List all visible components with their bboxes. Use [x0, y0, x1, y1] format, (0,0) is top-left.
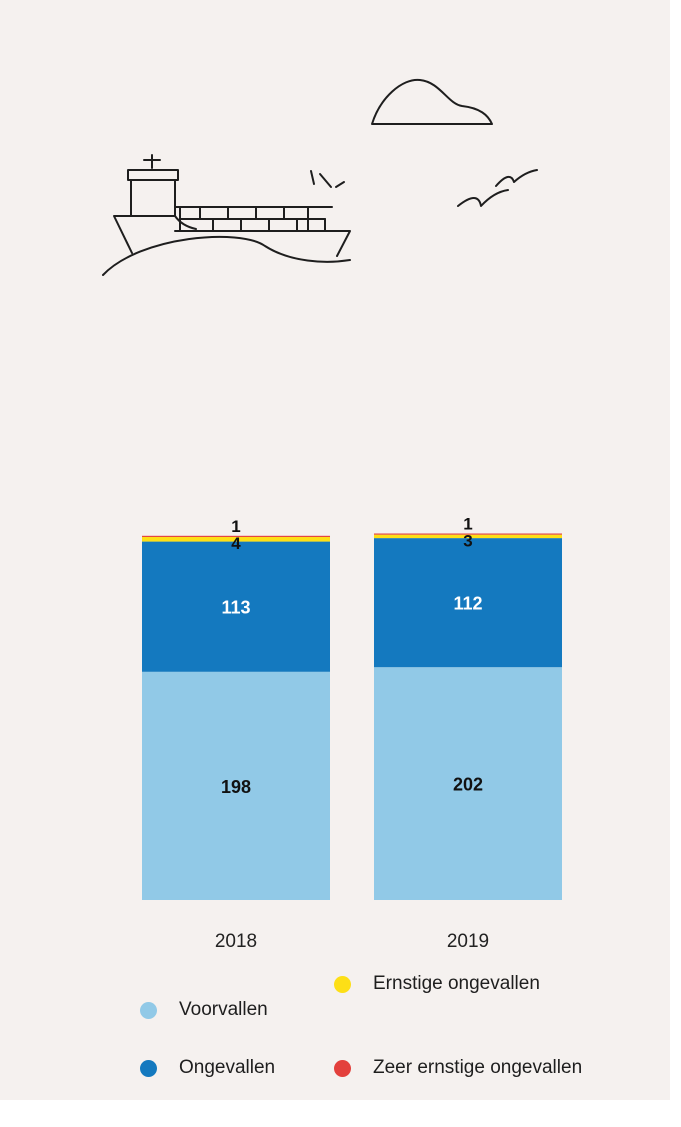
- data-label: 198: [221, 777, 251, 797]
- legend-label: Ongevallen: [179, 1057, 276, 1078]
- cloud-icon: [371, 78, 493, 125]
- legend: Voorvallen Ernstige ongevallen Ongevalle…: [140, 973, 582, 1079]
- bar-segment: [142, 536, 330, 542]
- legend-item-ongevallen: Ongevallen: [140, 1057, 275, 1079]
- data-label: 1: [463, 515, 472, 534]
- bar-segment: [374, 667, 562, 900]
- legend-label: Voorvallen: [179, 999, 268, 1020]
- birds-icon: [457, 169, 538, 207]
- bar-segment: [374, 533, 562, 535]
- legend-marker: [140, 1001, 157, 1019]
- bar-segment: [374, 534, 562, 539]
- bar-segment: [374, 538, 562, 668]
- ship-icon: [102, 154, 351, 276]
- data-label: 3: [463, 532, 472, 551]
- ship-illustration: [102, 78, 538, 276]
- x-tick-label: 2019: [447, 931, 489, 952]
- bar-segment: [142, 541, 330, 672]
- legend-marker: [334, 1059, 351, 1077]
- data-label: 112: [453, 594, 482, 614]
- bar-segment: [142, 535, 330, 537]
- data-label: 202: [453, 775, 483, 795]
- data-label: 4: [231, 534, 241, 553]
- legend-item-ernstige-ongevallen: Ernstige ongevallen: [334, 973, 540, 995]
- legend-marker: [140, 1059, 157, 1077]
- legend-item-zeer-ernstige-ongevallen: Zeer ernstige ongevallen: [334, 1057, 582, 1079]
- legend-item-voorvallen: Voorvallen: [140, 999, 268, 1021]
- legend-marker: [334, 975, 351, 993]
- chart-card: 198 113 4 1 2018 202 112 3 1 2019 Voorvallen Erns…: [0, 0, 670, 1100]
- x-tick-label: 2018: [215, 931, 257, 952]
- bar-segment: [142, 671, 330, 900]
- legend-label: Ernstige ongevallen: [373, 973, 540, 994]
- data-label: 1: [231, 517, 240, 536]
- legend-label: Zeer ernstige ongevallen: [373, 1057, 583, 1078]
- data-label: 113: [221, 598, 250, 618]
